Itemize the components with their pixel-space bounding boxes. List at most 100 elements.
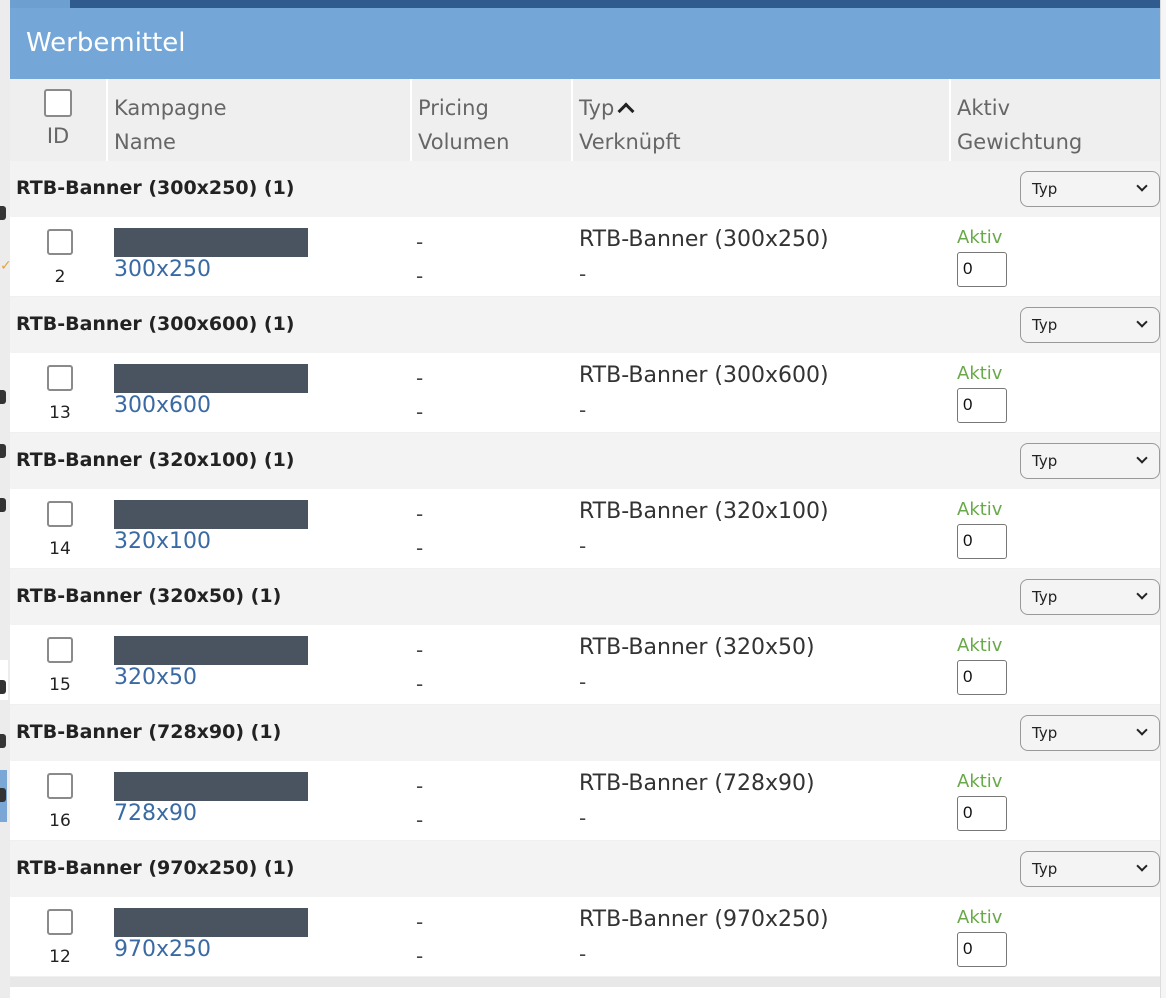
table-row: 13 300x600 - - RTB-Banner (300x600) - Ak… [10,353,1160,433]
pricing-value: - [416,230,424,254]
status-active[interactable]: Aktiv [957,227,1003,248]
row-checkbox[interactable] [47,501,73,527]
redacted-campaign [114,636,308,665]
typ-select[interactable]: Typ [1020,307,1160,343]
volume-value: - [416,264,424,288]
edge-handle[interactable] [0,498,6,512]
typ-select[interactable]: Typ [1020,443,1160,479]
redacted-campaign [114,364,308,393]
typ-value: RTB-Banner (300x600) [579,363,829,388]
typ-select-value: Typ [1032,452,1058,470]
top-bar [0,0,1166,8]
group-title: RTB-Banner (300x250) (1) [16,177,295,199]
typ-select[interactable]: Typ [1020,715,1160,751]
weight-input[interactable]: 0 [957,660,1007,695]
weight-input[interactable]: 0 [957,524,1007,559]
chevron-down-icon [1136,860,1148,872]
row-id: 12 [49,947,71,967]
column-name[interactable]: Kampagne Name [108,79,412,161]
linked-value: - [579,806,587,830]
table-body: RTB-Banner (300x250) (1) Typ 2 300x250 -… [10,161,1160,987]
status-active[interactable]: Aktiv [957,363,1003,384]
column-aktiv[interactable]: Aktiv Gewichtung [951,79,1160,161]
ad-name-link[interactable]: 320x100 [114,529,212,554]
column-id: ID [10,79,108,161]
right-scrollbar[interactable] [1160,0,1166,998]
status-active[interactable]: Aktiv [957,499,1003,520]
linked-value: - [579,262,587,286]
column-typ-top: Typ [579,96,615,120]
ad-name-link[interactable]: 300x250 [114,257,212,282]
volume-value: - [416,808,424,832]
select-all-checkbox[interactable] [44,89,72,117]
redacted-campaign [114,908,308,937]
edge-handle[interactable] [0,734,6,748]
panel-title: Werbemittel [10,8,1160,79]
group-title: RTB-Banner (320x100) (1) [16,449,295,471]
volume-value: - [416,672,424,696]
edge-handle[interactable] [0,788,6,802]
group-header: RTB-Banner (320x100) (1) Typ [10,433,1160,489]
weight-input[interactable]: 0 [957,388,1007,423]
chevron-down-icon [1136,316,1148,328]
group-title: RTB-Banner (320x50) (1) [16,585,282,607]
chevron-down-icon [1136,588,1148,600]
werbemittel-panel: Werbemittel ID Kampagne Name Pricing Vol… [10,8,1160,998]
column-pricing[interactable]: Pricing Volumen [412,79,573,161]
column-aktiv-top: Aktiv [957,96,1011,120]
typ-select[interactable]: Typ [1020,851,1160,887]
volume-value: - [416,944,424,968]
weight-input[interactable]: 0 [957,252,1007,287]
row-checkbox[interactable] [47,637,73,663]
table-row: 15 320x50 - - RTB-Banner (320x50) - Akti… [10,625,1160,705]
edge-handle[interactable] [0,390,6,404]
linked-value: - [579,942,587,966]
linked-value: - [579,398,587,422]
typ-value: RTB-Banner (320x50) [579,635,815,660]
pricing-value: - [416,774,424,798]
typ-select-value: Typ [1032,860,1058,878]
sort-ascending-icon[interactable] [617,102,635,120]
ad-name-link[interactable]: 728x90 [114,801,198,826]
table-footer [10,977,1160,987]
typ-value: RTB-Banner (970x250) [579,907,829,932]
row-checkbox[interactable] [47,229,73,255]
column-name-top: Kampagne [114,96,227,120]
redacted-campaign [114,228,308,257]
column-name-bottom: Name [114,130,176,154]
group-title: RTB-Banner (728x90) (1) [16,721,282,743]
row-checkbox[interactable] [47,365,73,391]
edge-handle[interactable] [0,444,6,458]
redacted-campaign [114,772,308,801]
weight-input[interactable]: 0 [957,796,1007,831]
group-header: RTB-Banner (320x50) (1) Typ [10,569,1160,625]
column-typ-bottom: Verknüpft [579,130,681,154]
typ-select[interactable]: Typ [1020,579,1160,615]
ad-name-link[interactable]: 970x250 [114,937,212,962]
linked-value: - [579,670,587,694]
row-id: 2 [54,267,66,287]
column-typ[interactable]: Typ Verknüpft [573,79,951,161]
group-header: RTB-Banner (728x90) (1) Typ [10,705,1160,761]
group-header: RTB-Banner (300x250) (1) Typ [10,161,1160,217]
edge-handle[interactable] [0,680,6,694]
ad-name-link[interactable]: 320x50 [114,665,198,690]
typ-select-value: Typ [1032,588,1058,606]
row-checkbox[interactable] [47,773,73,799]
ad-name-link[interactable]: 300x600 [114,393,212,418]
typ-select[interactable]: Typ [1020,171,1160,207]
row-id: 15 [49,675,71,695]
group-header: RTB-Banner (970x250) (1) Typ [10,841,1160,897]
pricing-value: - [416,502,424,526]
status-active[interactable]: Aktiv [957,907,1003,928]
group-title: RTB-Banner (970x250) (1) [16,857,295,879]
column-aktiv-bottom: Gewichtung [957,130,1083,154]
typ-value: RTB-Banner (320x100) [579,499,829,524]
row-checkbox[interactable] [47,909,73,935]
edge-handle[interactable] [0,206,6,220]
status-active[interactable]: Aktiv [957,771,1003,792]
weight-input[interactable]: 0 [957,932,1007,967]
column-pricing-top: Pricing [418,96,489,120]
typ-select-value: Typ [1032,316,1058,334]
status-active[interactable]: Aktiv [957,635,1003,656]
